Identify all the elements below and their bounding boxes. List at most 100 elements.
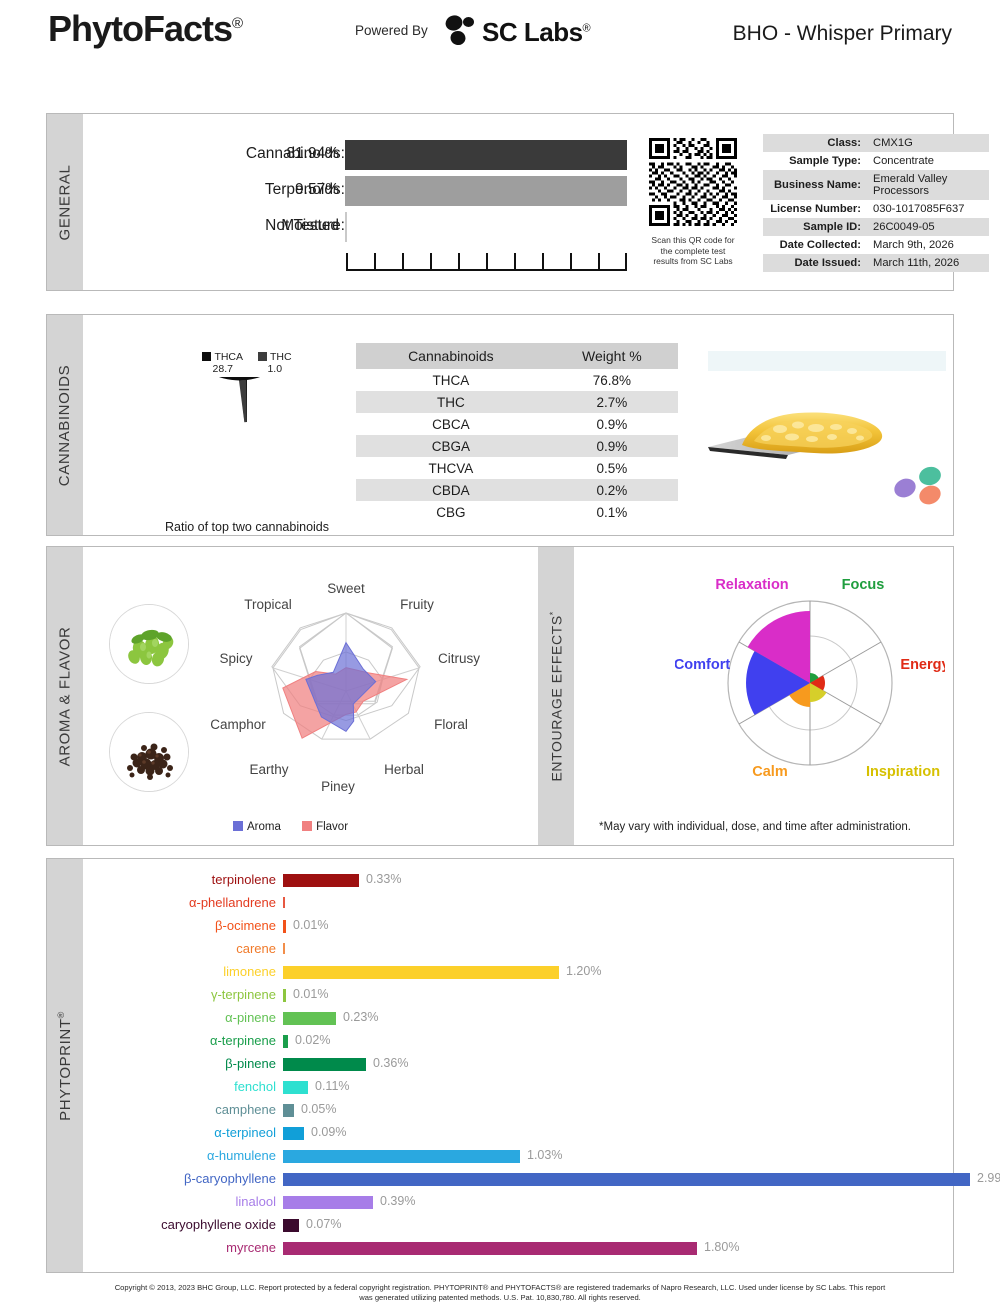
table-row: CBCA 0.9% (356, 413, 678, 435)
terpene-bar-chart: terpinolene 0.33% α-phellandrene β-ocimene 0… (83, 869, 1000, 1264)
terpene-row: β-caryophyllene 2.99% (83, 1168, 1000, 1191)
terpene-bar (283, 1127, 304, 1140)
effect-sector-calm (789, 683, 810, 707)
sc-labs-logo-icon (445, 15, 474, 46)
info-key-sample-type: Sample Type: (763, 152, 867, 170)
terpene-value: 0.02% (295, 1033, 331, 1047)
entourage-effects-chart-area: Focus Energy Inspiration Calm Comfort Re… (575, 547, 953, 845)
table-row: CBDA 0.2% (356, 479, 678, 501)
general-section-label: GENERAL (47, 114, 83, 290)
terpene-value: 0.01% (293, 987, 329, 1001)
terpene-row: myrcene 1.80% (83, 1237, 945, 1260)
info-value-business-name: Emerald Valley Processors (867, 170, 989, 200)
legend-swatch-aroma (233, 821, 243, 831)
summary-value-terpenoids: 9.57% (295, 181, 339, 198)
radar-axis-label-earthy: Earthy (249, 762, 288, 777)
cannabinoids-section-label-text: CANNABINOIDS (56, 364, 74, 486)
info-value-class: CMX1G (867, 134, 989, 152)
effect-label-calm: Calm (752, 764, 787, 780)
info-value-date-issued: March 11th, 2026 (867, 254, 989, 272)
terpene-row: terpinolene 0.33% (83, 869, 945, 892)
terpene-bar (283, 897, 285, 908)
terpene-row: α-terpineol 0.09% (83, 1122, 945, 1145)
cannabinoid-weight: 2.7% (545, 391, 678, 413)
terpene-row: fenchol 0.11% (83, 1076, 945, 1099)
sc-labs-sc-text: SC (482, 17, 518, 47)
summary-label-moisture: Moisture: (281, 217, 345, 234)
cannabinoid-name: THC (356, 391, 546, 413)
cannabinoid-name: CBDA (356, 479, 546, 501)
info-key-sample-id: Sample ID: (763, 218, 867, 236)
info-value-sample-id: 26C0049-05 (867, 218, 989, 236)
general-summary-bars: Cannabinoids: 81.94% Terpenoids: 9.57% M… (117, 139, 627, 247)
radar-axis-label-spicy: Spicy (219, 651, 252, 666)
terpene-row: β-ocimene 0.01% (83, 915, 945, 938)
qr-code-block: Scan this QR code for the complete test … (647, 138, 739, 267)
terpene-name: carene (236, 941, 276, 956)
info-key-class: Class: (763, 134, 867, 152)
terpene-name: γ-terpinene (210, 987, 276, 1002)
terpene-row: carene (83, 938, 945, 961)
summary-row-terpenoids: Terpenoids: 9.57% (117, 175, 627, 211)
entourage-effects-section-label-text: ENTOURAGE EFFECTS* (547, 610, 565, 782)
donut-legend-label-thca: THCA (214, 351, 244, 363)
cannabinoid-name: CBGA (356, 435, 546, 457)
peppercorn-thumbnail (109, 712, 189, 792)
cannabinoid-name: CBG (436, 504, 466, 520)
summary-row-cannabinoids: Cannabinoids: 81.94% (117, 139, 627, 175)
terpene-name: caryophyllene oxide (161, 1217, 276, 1232)
terpene-bar (283, 1104, 294, 1117)
terpene-value: 0.11% (315, 1079, 350, 1093)
terpene-name: β-caryophyllene (183, 1171, 276, 1186)
terpene-name: α-humulene (207, 1148, 276, 1163)
radar-axis-label-camphor: Camphor (211, 717, 266, 732)
terpene-row: γ-terpinene 0.01% (83, 984, 945, 1007)
table-row: CBGA 0.9% (356, 435, 678, 457)
phytoprint-section-label: PHYTOPRINT® (47, 859, 83, 1272)
terpene-bar (283, 920, 286, 933)
aroma-flavor-legend: Aroma Flavor (233, 821, 366, 833)
terpene-row: limonene 1.20% (83, 961, 945, 984)
cannabinoid-weight: 76.8% (592, 372, 632, 388)
page-header: PhytoFacts® Powered By SC Labs® BHO - Wh… (0, 0, 1000, 56)
terpene-row: camphene 0.05% (83, 1099, 945, 1122)
table-row: THCVA 0.5% (356, 457, 678, 479)
donut-legend-label-thc: THC (269, 351, 292, 363)
effect-label-focus: Focus (842, 577, 885, 593)
qr-code-icon[interactable] (649, 138, 737, 226)
sc-labs-labs-text: Labs (523, 17, 583, 47)
terpene-bar (283, 1035, 288, 1048)
legend-label-aroma: Aroma (247, 821, 281, 833)
cannabinoid-weight: 0.9% (596, 416, 628, 432)
sample-info-table: Class: CMX1G Sample Type: Concentrate Bu… (763, 134, 989, 272)
terpene-row: β-pinene 0.36% (83, 1053, 945, 1076)
cannabinoid-name: THCVA (428, 460, 474, 476)
donut-caption: Ratio of top two cannabinoids (165, 520, 329, 535)
donut-chart-icon (176, 254, 303, 465)
entourage-effects-footnote: *May vary with individual, dose, and tim… (599, 821, 911, 833)
entourage-effects-section-label: ENTOURAGE EFFECTS* (538, 547, 574, 845)
general-section-label-text: GENERAL (56, 164, 74, 240)
radar-axis-label-citrusy: Citrusy (438, 651, 480, 666)
info-key-business-name: Business Name: (763, 170, 867, 200)
summary-value-cannabinoids: 81.94% (286, 145, 339, 162)
terpene-value: 2.99% (977, 1171, 1000, 1185)
terpene-bar (283, 1012, 336, 1025)
info-row-license-number: License Number: 030-1017085F637 (763, 200, 989, 218)
phytofacts-registered-mark: ® (232, 15, 243, 32)
table-header-row: Cannabinoids Weight % (356, 343, 678, 369)
terpene-row: α-phellandrene (83, 892, 945, 915)
hops-thumbnail (109, 604, 189, 684)
table-row: CBG 0.1% (356, 501, 678, 523)
info-key-license-number: License Number: (763, 200, 867, 218)
effect-label-energy: Energy (900, 657, 945, 673)
info-row-sample-type: Sample Type: Concentrate (763, 152, 989, 170)
terpene-value: 0.39% (380, 1194, 416, 1208)
general-section: GENERAL Cannabinoids: 81.94% Terpenoids:… (46, 113, 989, 291)
footer-line-1: Copyright © 2013, 2023 BHC Group, LLC. R… (114, 1283, 886, 1292)
effect-label-relaxation: Relaxation (715, 577, 788, 593)
terpene-name: fenchol (234, 1079, 276, 1094)
terpene-value: 0.01% (293, 918, 329, 932)
column-header-weight: Weight % (545, 343, 678, 369)
radar-axis-label-tropical: Tropical (244, 597, 292, 612)
